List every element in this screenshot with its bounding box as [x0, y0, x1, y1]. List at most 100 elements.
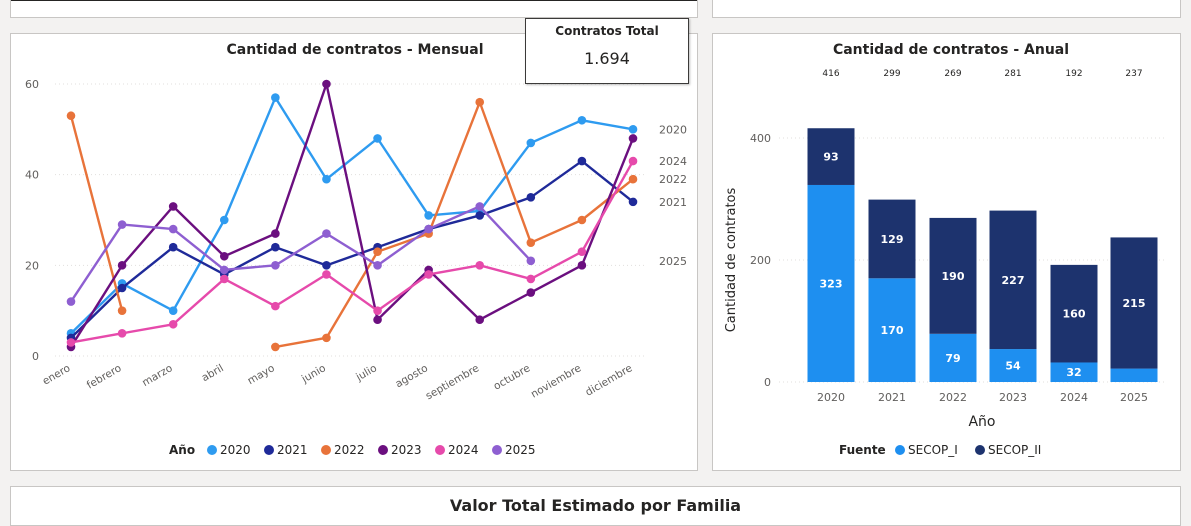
- data-point-2025: [475, 202, 485, 211]
- bar-total-label: 192: [1065, 69, 1082, 79]
- x-axis-title: Año: [968, 414, 995, 430]
- data-point-2023: [526, 288, 536, 297]
- data-point-2023: [628, 134, 638, 143]
- bar-total-label: 299: [883, 69, 900, 79]
- data-point-2024: [168, 319, 178, 329]
- monthly-chart-panel[interactable]: Cantidad de contratos - Mensual 0 20 40 60 en…: [10, 33, 698, 471]
- data-point-2021: [322, 261, 331, 270]
- y-tick-label: 0: [32, 350, 39, 363]
- data-point-2021: [526, 193, 536, 202]
- legend-marker-2024: [435, 445, 445, 455]
- data-point-2023: [373, 315, 382, 325]
- x-tick-label: abril: [200, 362, 226, 384]
- data-point-2024: [66, 338, 76, 347]
- data-point-2020: [168, 306, 178, 315]
- series-end-label: 2020: [659, 123, 687, 136]
- data-point-2022: [628, 174, 638, 184]
- data-point-2021: [475, 211, 485, 220]
- bar-value-label: 129: [881, 233, 904, 246]
- bar-SECOP_I-2023: [989, 349, 1037, 382]
- bar-value-label: 79: [945, 352, 960, 365]
- data-point-2020: [424, 211, 433, 220]
- bar-value-label: 190: [942, 270, 965, 283]
- series-end-label: 2022: [659, 173, 687, 186]
- legend-label: 2024: [448, 443, 479, 457]
- legend-label: SECOP_I: [908, 443, 958, 457]
- data-point-2021: [628, 197, 638, 207]
- x-tick-label: marzo: [140, 362, 175, 389]
- data-point-2020: [373, 134, 382, 143]
- data-point-2023: [219, 251, 229, 261]
- legend-label: 2020: [220, 443, 251, 457]
- y-tick-label: 200: [750, 254, 771, 267]
- bottom-panel[interactable]: Valor Total Estimado por Familia: [10, 486, 1181, 526]
- data-point-2022: [475, 97, 485, 107]
- x-tick-label: septiembre: [424, 362, 482, 402]
- data-point-2020: [271, 93, 280, 102]
- data-point-2020: [526, 138, 536, 148]
- monthly-chart: Cantidad de contratos - Mensual 0 20 40 60 en…: [25, 42, 687, 457]
- series-end-label: 2024: [659, 155, 687, 168]
- bar-total-label: 281: [1004, 69, 1021, 79]
- series-end-label: 2021: [659, 196, 687, 209]
- data-point-2021: [117, 283, 127, 293]
- x-tick-label: febrero: [85, 362, 124, 391]
- legend-marker-2022: [321, 445, 331, 455]
- data-point-2022: [526, 238, 536, 247]
- data-point-2020: [322, 174, 331, 184]
- legend-label: 2022: [334, 443, 365, 457]
- data-point-2021: [271, 242, 280, 252]
- bar-value-label: 160: [1063, 308, 1086, 321]
- kpi-card-contratos-total[interactable]: Contratos Total 1.694: [525, 18, 689, 84]
- data-point-2022: [271, 342, 280, 352]
- data-point-2023: [475, 315, 485, 325]
- data-point-2024: [373, 306, 382, 315]
- data-point-2024: [117, 329, 127, 338]
- x-tick-label: 2020: [817, 391, 845, 404]
- y-tick-label: 60: [25, 78, 39, 91]
- legend-label: 2023: [391, 443, 422, 457]
- annual-chart-panel[interactable]: Cantidad de contratos - Anual 0 200 400 Cant…: [712, 33, 1181, 471]
- y-tick-label: 20: [25, 259, 39, 272]
- x-tick-label: 2023: [999, 391, 1027, 404]
- legend-marker-SECOP_I: [895, 445, 905, 455]
- bar-value-label: 93: [823, 151, 838, 164]
- data-point-2023: [322, 79, 331, 89]
- series-line-2022: [69, 115, 124, 311]
- bar-value-label: 323: [820, 277, 843, 290]
- x-tick-label: 2024: [1060, 391, 1088, 404]
- y-tick-label: 0: [764, 376, 771, 389]
- legend-marker-2025: [492, 445, 502, 455]
- bar-SECOP_II-2024: [1050, 264, 1098, 363]
- chart-title: Cantidad de contratos - Anual: [833, 42, 1069, 58]
- data-point-2024: [526, 274, 536, 284]
- data-point-2023: [117, 261, 127, 270]
- data-point-2025: [424, 224, 433, 234]
- x-tick-label: 2021: [878, 391, 906, 404]
- data-point-2020: [219, 215, 229, 225]
- annual-chart: Cantidad de contratos - Anual 0 200 400 Cant…: [724, 42, 1165, 457]
- data-point-2025: [271, 261, 280, 270]
- bar-SECOP_II-2025: [1110, 237, 1158, 369]
- legend-marker-2023: [378, 445, 388, 455]
- bar-SECOP_I-2021: [868, 278, 916, 382]
- data-point-2022: [577, 215, 587, 225]
- data-point-2023: [577, 261, 587, 270]
- legend-label: 2021: [277, 443, 308, 457]
- legend-marker-2020: [207, 445, 217, 455]
- legend-label: 2025: [505, 443, 536, 457]
- x-tick-label: junio: [299, 362, 328, 386]
- bar-SECOP_I-2020: [807, 184, 855, 382]
- data-point-2025: [117, 220, 127, 229]
- series-line-2021: [70, 159, 634, 339]
- data-point-2025: [66, 297, 76, 306]
- x-tick-label: octubre: [492, 362, 533, 392]
- y-tick-label: 40: [25, 169, 39, 182]
- data-point-2022: [66, 111, 76, 121]
- legend-title: Año: [169, 443, 195, 457]
- data-point-2025: [322, 229, 331, 238]
- bar-value-label: 227: [1002, 274, 1025, 287]
- x-tick-label: enero: [40, 362, 72, 387]
- kpi-value: 1.694: [584, 49, 630, 68]
- bar-value-label: 32: [1066, 366, 1081, 379]
